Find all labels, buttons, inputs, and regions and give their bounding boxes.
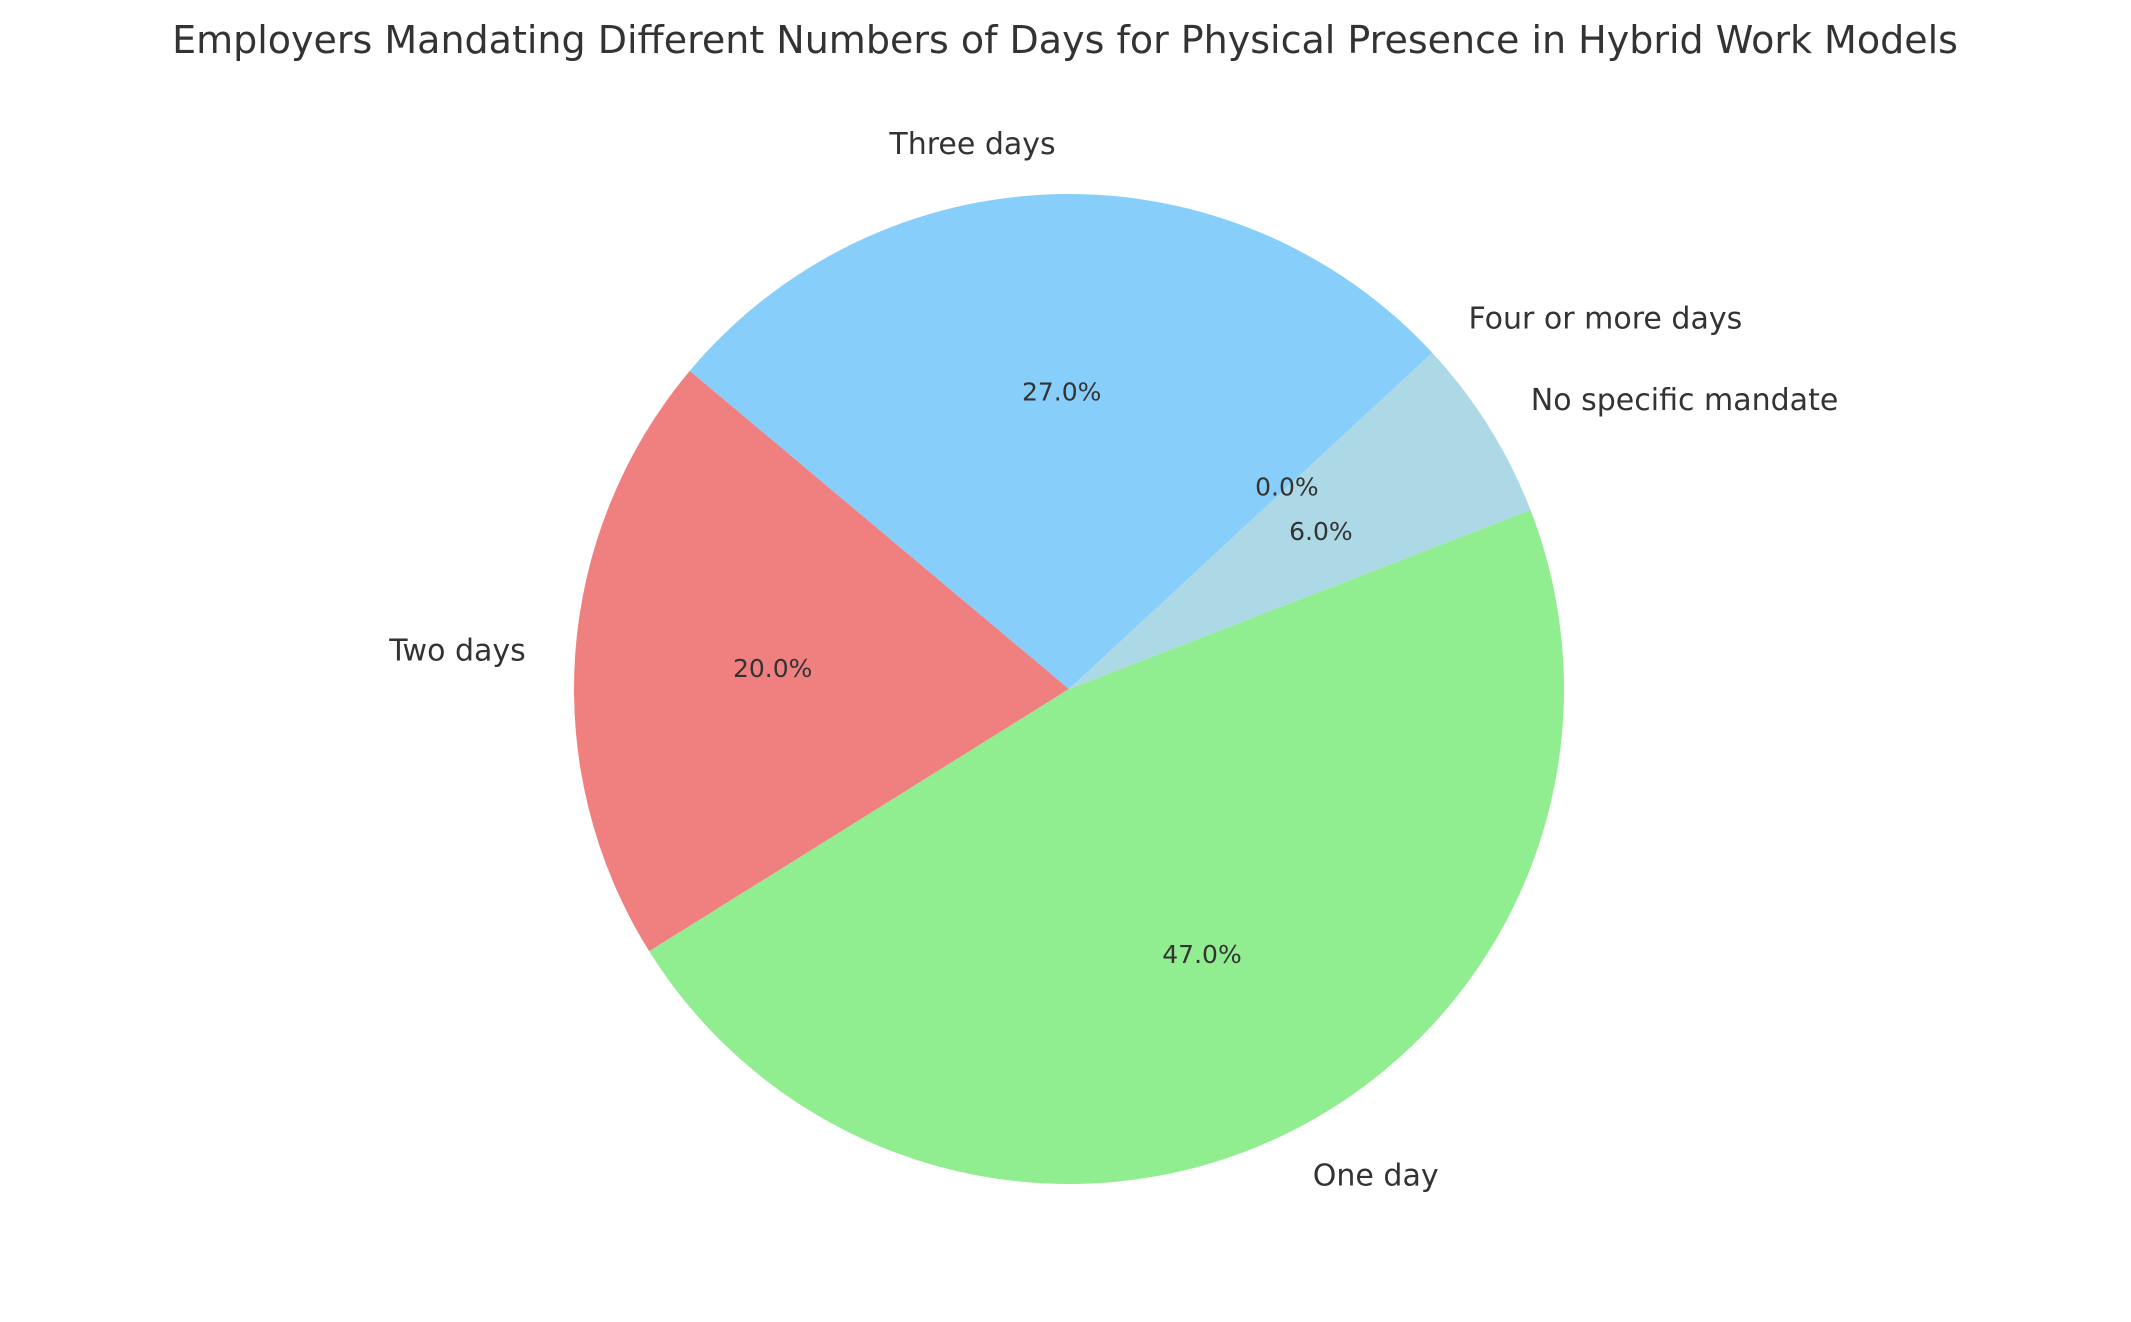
pie-slice-three-days <box>689 194 1433 689</box>
pie-slice-no-specific-mandate <box>1069 352 1531 689</box>
slice-pct-four-or-more-days: 0.0% <box>1255 473 1319 502</box>
slice-label-two-days: Two days <box>388 634 526 669</box>
slice-pct-two-days: 20.0% <box>733 654 812 683</box>
slice-pct-three-days: 27.0% <box>1022 378 1101 407</box>
slice-label-no-specific-mandate: No specific mandate <box>1531 383 1839 418</box>
pie-labels: Two days 20.0% One day 47.0% No specific man… <box>388 127 1838 1193</box>
pie-slice-two-days <box>574 370 1069 952</box>
slice-label-one-day: One day <box>1313 1158 1439 1193</box>
slice-label-three-days: Three days <box>888 127 1055 162</box>
pie-slices <box>574 194 1564 1184</box>
slice-label-four-or-more-days: Four or more days <box>1469 302 1743 337</box>
slice-pct-one-day: 47.0% <box>1162 940 1241 969</box>
chart-title: Employers Mandating Different Numbers of… <box>172 18 1958 62</box>
slice-pct-no-specific-mandate: 6.0% <box>1289 517 1353 546</box>
pie-slice-one-day <box>649 510 1564 1184</box>
